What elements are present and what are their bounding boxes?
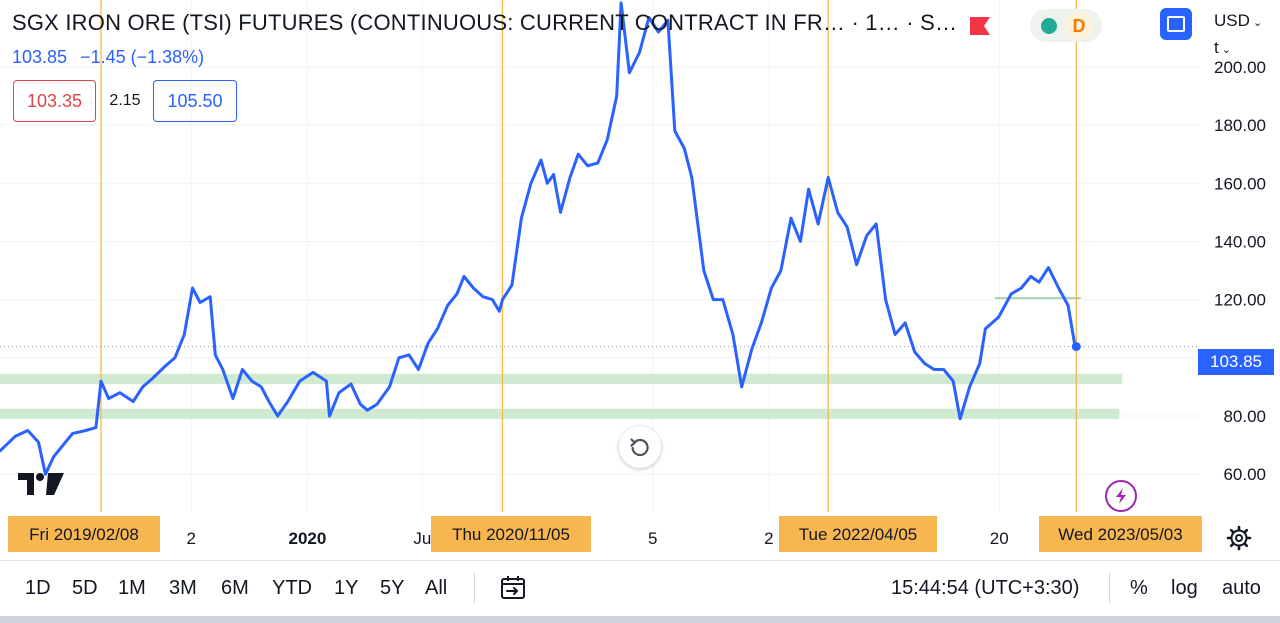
support-zone [0,373,1123,384]
range-1y-button[interactable]: 1Y [334,577,359,599]
chevron-down-icon: ⌄ [1218,44,1232,56]
market-status[interactable]: D [1030,9,1102,42]
delayed-data-badge: D [1065,12,1093,40]
spread-value: 2.15 [109,92,141,109]
last-price-point [1071,342,1081,352]
y-tick-label: 160.00 [1214,174,1266,193]
chart-area[interactable]: 60.0080.00100.00120.00140.00160.00180.00… [0,0,1280,560]
flag-icon[interactable] [968,15,992,37]
range-6m-button[interactable]: 6M [221,577,249,599]
range-1m-button[interactable]: 1M [118,577,146,599]
alerts-button[interactable] [1105,480,1137,512]
range-1d-button[interactable]: 1D [25,577,51,599]
range-3m-button[interactable]: 3M [169,577,197,599]
range-5y-button[interactable]: 5Y [380,577,405,599]
x-tick-label: 2 [764,529,773,548]
buy-button[interactable]: 105.50 [153,80,237,122]
price-chart[interactable]: 60.0080.00100.00120.00140.00160.00180.00… [0,0,1280,560]
range-all-button[interactable]: All [425,577,448,599]
bottom-toolbar: 1D 5D 1M 3M 6M YTD 1Y 5Y All 15:44:54 (U… [0,560,1280,617]
x-tick-label: 2020 [289,529,327,548]
x-tick-label: 20 [990,529,1009,548]
y-tick-label: 60.00 [1223,465,1266,484]
y-tick-label: 200.00 [1214,58,1266,77]
y-tick-label: 140.00 [1214,232,1266,251]
x-tick-label: Ju [413,529,431,548]
support-zone [0,408,1120,419]
reset-chart-button[interactable] [619,426,661,468]
percent-scale-button[interactable]: % [1130,577,1148,599]
clock-timezone[interactable]: 15:44:54 (UTC+3:30) [891,577,1080,599]
currency-label: USD [1214,11,1250,30]
price-series-line [0,1,1078,476]
fullscreen-icon [1167,16,1185,32]
x-tick-label: 5 [648,529,657,548]
sell-button[interactable]: 103.35 [13,80,96,122]
x-tick-label: 2 [187,529,196,548]
price-summary: 103.85 −1.45 (−1.38%) [12,47,212,68]
range-5d-button[interactable]: 5D [72,577,98,599]
date-range-icon[interactable] [499,575,527,601]
range-ytd-button[interactable]: YTD [272,577,312,599]
y-tick-label: 180.00 [1214,116,1266,135]
toolbar-divider [1109,573,1110,603]
gear-icon[interactable] [1226,525,1252,551]
refresh-icon [630,438,649,457]
event-date-chip: Tue 2022/04/05 [779,516,937,552]
last-price: 103.85 [12,47,68,67]
unit-selector[interactable]: t ⌄ [1214,38,1231,58]
symbol-title[interactable]: SGX IRON ORE (TSI) FUTURES (CONTINUOUS: … [12,10,958,35]
fullscreen-button[interactable] [1160,8,1192,40]
bottom-edge [0,616,1280,623]
chevron-down-icon: ⌄ [1249,17,1263,29]
y-tick-label: 120.00 [1214,291,1266,310]
event-date-chip: Wed 2023/05/03 [1039,516,1202,552]
event-date-chip: Fri 2019/02/08 [8,516,160,552]
currency-selector[interactable]: USD ⌄ [1214,11,1262,31]
log-scale-button[interactable]: log [1171,577,1198,599]
y-tick-label: 80.00 [1223,407,1266,426]
toolbar-divider [474,573,475,603]
unit-label: t [1214,38,1219,57]
event-date-chip: Thu 2020/11/05 [431,516,591,552]
current-price-label: 103.85 [1198,349,1274,375]
market-open-icon [1041,18,1057,34]
lightning-icon [1116,488,1126,504]
tradingview-logo-icon [18,473,64,495]
price-change: −1.45 (−1.38%) [80,47,205,67]
auto-scale-button[interactable]: auto [1222,577,1261,599]
